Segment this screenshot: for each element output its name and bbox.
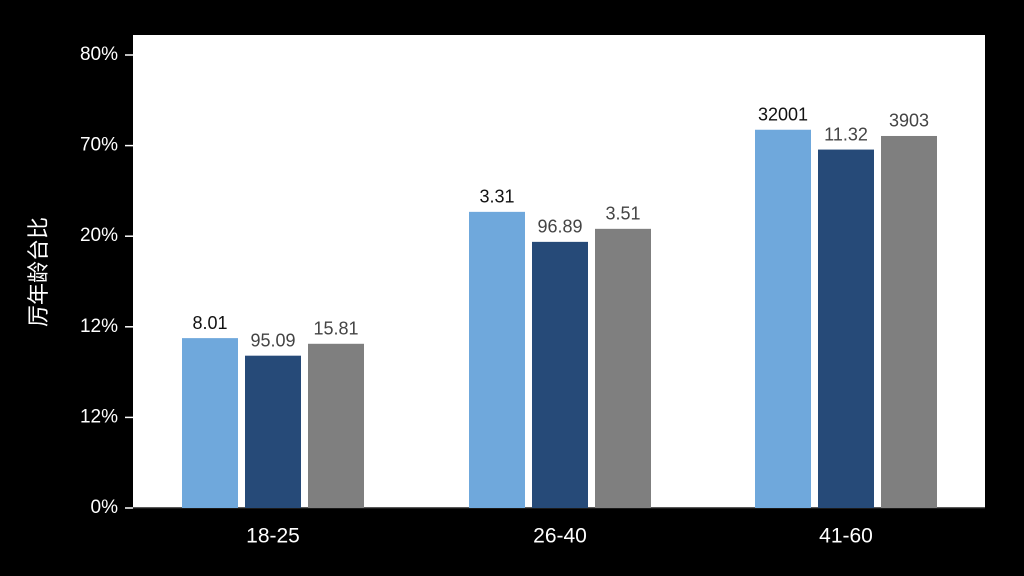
data-label: 95.09: [250, 330, 295, 350]
x-tick-label: 41-60: [819, 525, 873, 548]
data-label: 3903: [889, 111, 929, 131]
bar: [818, 149, 874, 508]
y-tick-label: 70%: [80, 135, 118, 156]
bar: [532, 241, 588, 509]
y-axis-label: 厉年龄台比: [26, 217, 51, 327]
y-tick-label: 12%: [80, 406, 118, 427]
data-label: 3.31: [479, 187, 514, 207]
bar: [182, 338, 238, 508]
data-label: 32001: [758, 104, 808, 124]
y-tick-label: 80%: [80, 44, 118, 65]
y-tick-label: 20%: [80, 225, 118, 246]
x-tick-label: 18-25: [246, 525, 300, 548]
x-tick-label: 26-40: [533, 525, 587, 548]
data-label: 11.32: [824, 124, 868, 144]
y-tick-label: 0%: [91, 497, 119, 518]
bar: [595, 228, 651, 508]
bar: [308, 343, 364, 508]
bar: [755, 129, 811, 508]
data-label: 96.89: [537, 217, 582, 237]
bar: [881, 135, 937, 508]
data-label: 15.81: [313, 319, 358, 339]
y-tick-label: 12%: [80, 316, 118, 337]
bar: [469, 211, 525, 508]
data-label: 8.01: [192, 313, 227, 333]
bar: [245, 355, 301, 508]
data-label: 3.51: [605, 204, 640, 224]
